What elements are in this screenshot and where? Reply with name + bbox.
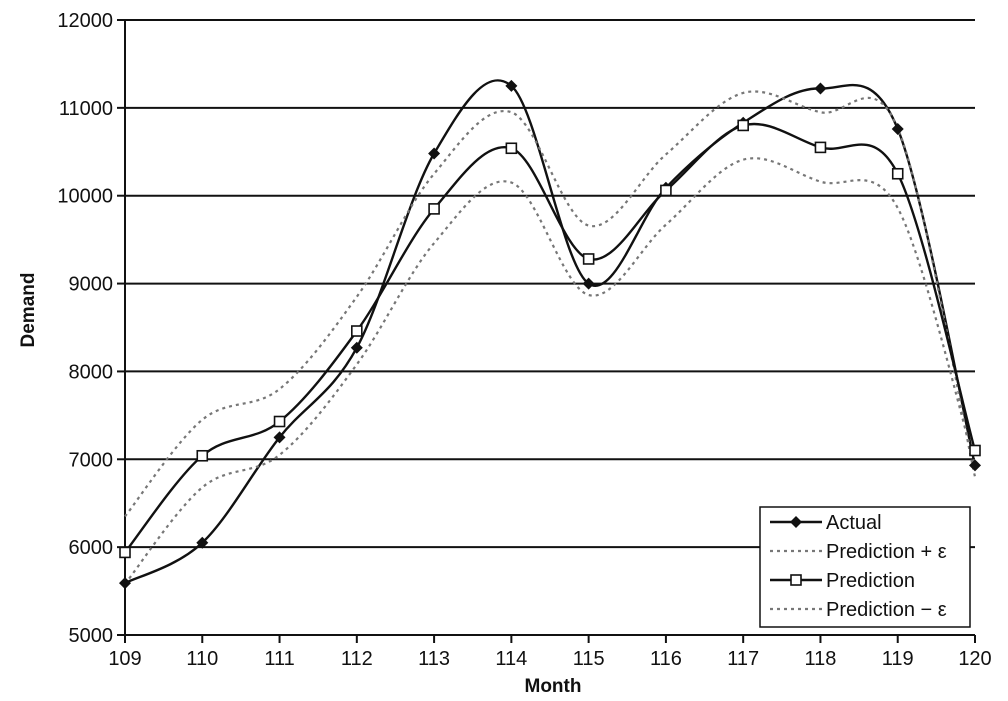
y-tick-label: 11000 [59, 98, 113, 120]
point-actual [814, 82, 827, 95]
x-tick-label: 119 [882, 648, 914, 670]
point-actual [891, 122, 904, 135]
x-tick-label: 110 [186, 648, 218, 670]
point-prediction [891, 167, 904, 180]
x-tick-label: 120 [958, 648, 991, 670]
legend-label-prediction: Prediction + ε [826, 541, 947, 563]
legend-marker-actual [790, 516, 802, 528]
legend-label-prediction: Prediction − ε [826, 599, 947, 621]
x-tick-label: 114 [495, 648, 527, 670]
x-tick-label: 117 [727, 648, 759, 670]
series-markers [119, 79, 981, 590]
point-prediction [505, 142, 518, 155]
point-prediction [969, 444, 981, 457]
point-prediction [351, 325, 363, 337]
legend-marker-prediction [790, 574, 802, 586]
legend-label-prediction: Prediction [826, 570, 915, 592]
point-actual [119, 577, 131, 590]
point-prediction [582, 253, 595, 265]
y-tick-label: 7000 [69, 449, 114, 471]
point-prediction [814, 141, 827, 154]
point-actual [428, 147, 441, 160]
point-prediction [428, 203, 440, 215]
x-tick-label: 112 [341, 648, 373, 670]
y-tick-label: 6000 [69, 537, 114, 559]
legend: Actual Prediction + ε Prediction Prediction… [759, 506, 971, 628]
gridlines [124, 19, 975, 636]
point-actual [196, 536, 209, 549]
x-tick-label: 116 [650, 648, 682, 670]
point-prediction [660, 184, 672, 197]
y-tick-label: 9000 [69, 274, 114, 296]
x-tick-label: 115 [573, 648, 605, 670]
y-axis-ticks: 5000 6000 7000 8000 9000 10000 11000 12000 [57, 10, 125, 647]
point-actual [350, 341, 363, 354]
point-prediction [196, 449, 209, 462]
point-actual [969, 459, 981, 472]
x-tick-label: 118 [805, 648, 837, 670]
legend-label-actual: Actual [826, 512, 882, 534]
x-tick-label: 113 [418, 648, 450, 670]
y-tick-label: 12000 [57, 10, 113, 32]
series-line-prediction [124, 157, 977, 585]
series-line-prediction [124, 90, 977, 518]
x-axis-ticks: 109 110 111 112 113 114 115 116 117 118 119 120 [108, 635, 992, 670]
point-actual [582, 277, 595, 290]
y-axis-title: Demand [18, 273, 39, 348]
y-tick-label: 8000 [69, 361, 114, 383]
x-tick-label: 111 [264, 648, 294, 670]
x-axis-title: Month [525, 676, 582, 697]
legend-items: Actual Prediction + ε Prediction Prediction… [770, 512, 947, 621]
y-tick-label: 5000 [69, 625, 114, 647]
y-tick-label: 10000 [57, 186, 113, 208]
x-tick-label: 109 [108, 648, 141, 670]
point-actual [505, 79, 518, 92]
point-prediction [119, 546, 131, 559]
point-actual [273, 431, 286, 444]
point-prediction [273, 415, 286, 428]
point-prediction [737, 119, 749, 132]
